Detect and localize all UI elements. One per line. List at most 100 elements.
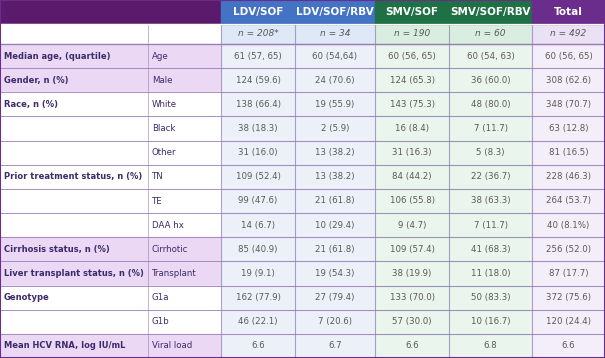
Bar bbox=[532, 213, 605, 237]
Bar bbox=[0, 286, 221, 310]
Text: Other: Other bbox=[152, 148, 177, 157]
Bar bbox=[295, 334, 375, 358]
Text: 120 (24.4): 120 (24.4) bbox=[546, 317, 591, 326]
Bar bbox=[0, 189, 221, 213]
Text: 11 (18.0): 11 (18.0) bbox=[471, 269, 510, 278]
Text: 256 (52.0): 256 (52.0) bbox=[546, 245, 591, 254]
Bar bbox=[295, 92, 375, 116]
Bar bbox=[375, 44, 449, 68]
Text: 84 (44.2): 84 (44.2) bbox=[392, 172, 432, 182]
Text: Age: Age bbox=[152, 52, 169, 61]
Text: Genotype: Genotype bbox=[4, 293, 50, 302]
Bar bbox=[449, 165, 532, 189]
Text: 31 (16.3): 31 (16.3) bbox=[392, 148, 432, 157]
Text: Gender, n (%): Gender, n (%) bbox=[4, 76, 68, 85]
Text: Race, n (%): Race, n (%) bbox=[4, 100, 58, 109]
Text: 99 (47.6): 99 (47.6) bbox=[238, 197, 278, 205]
Text: 133 (70.0): 133 (70.0) bbox=[390, 293, 434, 302]
Text: 36 (60.0): 36 (60.0) bbox=[471, 76, 510, 85]
Text: 7 (20.6): 7 (20.6) bbox=[318, 317, 352, 326]
Text: 6.6: 6.6 bbox=[561, 342, 575, 350]
Text: 138 (66.4): 138 (66.4) bbox=[235, 100, 281, 109]
Bar bbox=[0, 68, 221, 92]
Bar bbox=[375, 261, 449, 286]
Bar bbox=[532, 141, 605, 165]
Bar bbox=[532, 44, 605, 68]
Text: Median age, (quartile): Median age, (quartile) bbox=[4, 52, 111, 61]
Text: LDV/SOF/RBV: LDV/SOF/RBV bbox=[296, 7, 374, 17]
Text: 60 (56, 65): 60 (56, 65) bbox=[388, 52, 436, 61]
Bar bbox=[295, 116, 375, 141]
Text: 6.6: 6.6 bbox=[405, 342, 419, 350]
Text: TE: TE bbox=[152, 197, 163, 205]
Text: G1b: G1b bbox=[152, 317, 170, 326]
Bar bbox=[532, 237, 605, 261]
Bar bbox=[375, 116, 449, 141]
Bar bbox=[295, 24, 375, 44]
Bar bbox=[221, 310, 295, 334]
Bar bbox=[295, 0, 375, 24]
Bar bbox=[532, 24, 605, 44]
Bar bbox=[532, 92, 605, 116]
Text: Total: Total bbox=[554, 7, 583, 17]
Text: 5 (8.3): 5 (8.3) bbox=[476, 148, 505, 157]
Bar bbox=[375, 92, 449, 116]
Text: 13 (38.2): 13 (38.2) bbox=[315, 172, 355, 182]
Bar bbox=[221, 261, 295, 286]
Text: 308 (62.6): 308 (62.6) bbox=[546, 76, 591, 85]
Text: 87 (17.7): 87 (17.7) bbox=[549, 269, 588, 278]
Bar bbox=[295, 261, 375, 286]
Text: 19 (54.3): 19 (54.3) bbox=[315, 269, 355, 278]
Bar bbox=[295, 141, 375, 165]
Text: 106 (55.8): 106 (55.8) bbox=[390, 197, 434, 205]
Bar bbox=[449, 0, 532, 24]
Bar bbox=[221, 116, 295, 141]
Bar bbox=[449, 286, 532, 310]
Text: G1a: G1a bbox=[152, 293, 169, 302]
Text: Male: Male bbox=[152, 76, 172, 85]
Bar bbox=[221, 44, 295, 68]
Text: 81 (16.5): 81 (16.5) bbox=[549, 148, 588, 157]
Text: DAA hx: DAA hx bbox=[152, 221, 184, 229]
Bar bbox=[221, 237, 295, 261]
Bar bbox=[221, 334, 295, 358]
Bar bbox=[532, 0, 605, 24]
Bar bbox=[449, 189, 532, 213]
Text: Transplant: Transplant bbox=[152, 269, 197, 278]
Text: 228 (46.3): 228 (46.3) bbox=[546, 172, 591, 182]
Bar bbox=[449, 261, 532, 286]
Text: 60 (56, 65): 60 (56, 65) bbox=[544, 52, 592, 61]
Text: 6.8: 6.8 bbox=[483, 342, 497, 350]
Text: n = 492: n = 492 bbox=[551, 29, 587, 39]
Text: 85 (40.9): 85 (40.9) bbox=[238, 245, 278, 254]
Text: 14 (6.7): 14 (6.7) bbox=[241, 221, 275, 229]
Bar bbox=[0, 116, 221, 141]
Bar bbox=[532, 165, 605, 189]
Bar bbox=[221, 68, 295, 92]
Text: 348 (70.7): 348 (70.7) bbox=[546, 100, 591, 109]
Text: 60 (54, 63): 60 (54, 63) bbox=[466, 52, 514, 61]
Text: 19 (9.1): 19 (9.1) bbox=[241, 269, 275, 278]
Text: Prior treatment status, n (%): Prior treatment status, n (%) bbox=[4, 172, 142, 182]
Bar bbox=[0, 141, 221, 165]
Text: 6.6: 6.6 bbox=[251, 342, 265, 350]
Text: TN: TN bbox=[152, 172, 164, 182]
Text: Black: Black bbox=[152, 124, 175, 133]
Bar bbox=[449, 310, 532, 334]
Bar bbox=[0, 334, 221, 358]
Bar bbox=[0, 44, 221, 68]
Bar bbox=[375, 0, 449, 24]
Text: 50 (83.3): 50 (83.3) bbox=[471, 293, 510, 302]
Bar bbox=[375, 334, 449, 358]
Text: 38 (18.3): 38 (18.3) bbox=[238, 124, 278, 133]
Text: 57 (30.0): 57 (30.0) bbox=[392, 317, 432, 326]
Bar bbox=[221, 286, 295, 310]
Bar bbox=[449, 141, 532, 165]
Text: 2 (5.9): 2 (5.9) bbox=[321, 124, 349, 133]
Bar bbox=[449, 116, 532, 141]
Bar bbox=[295, 68, 375, 92]
Text: 63 (12.8): 63 (12.8) bbox=[549, 124, 588, 133]
Bar bbox=[532, 334, 605, 358]
Text: Liver transplant status, n (%): Liver transplant status, n (%) bbox=[4, 269, 144, 278]
Bar bbox=[375, 24, 449, 44]
